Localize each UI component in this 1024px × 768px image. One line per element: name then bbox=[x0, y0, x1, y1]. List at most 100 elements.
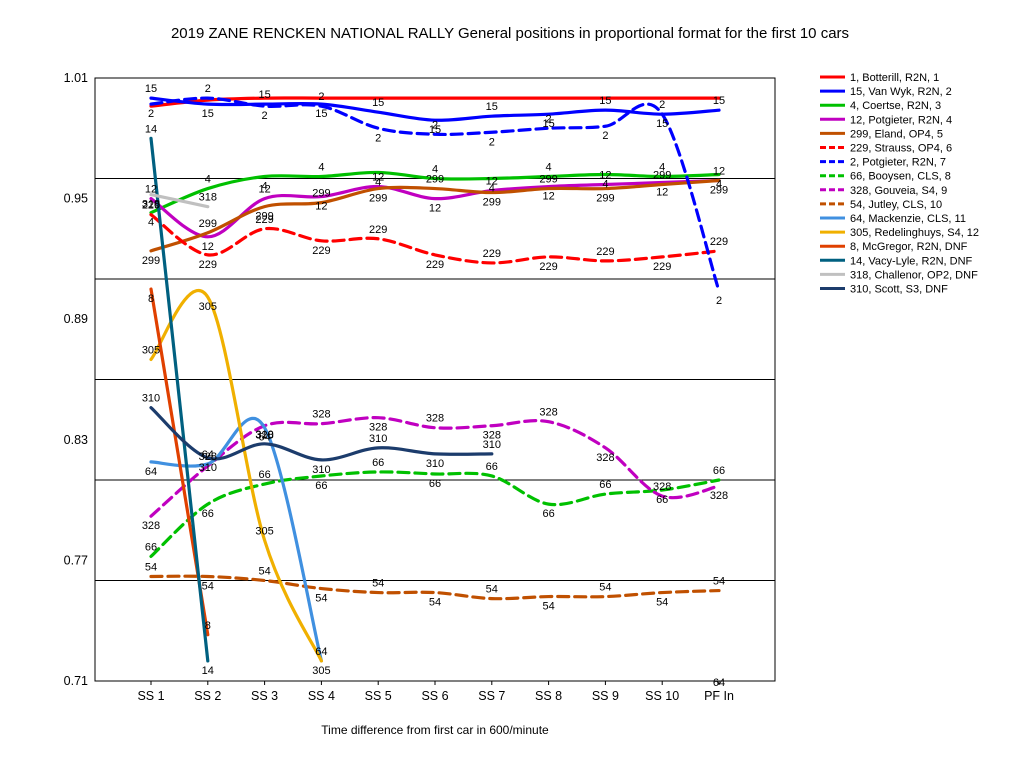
x-axis: SS 1 SS 2 SS 3 SS 4 SS 5 SS 6 SS 7 SS 8 SS 9 SS 1… bbox=[137, 681, 734, 703]
data-point-label: 15 bbox=[372, 97, 384, 109]
data-point-label: 229 bbox=[653, 261, 671, 273]
data-point-label: 299 bbox=[539, 174, 557, 186]
data-point-label: 299 bbox=[255, 211, 273, 223]
data-point-label: 299 bbox=[142, 255, 160, 267]
data-point-label: 229 bbox=[255, 214, 273, 226]
data-point-label: 15 bbox=[486, 101, 498, 113]
data-point-label: 310 bbox=[255, 429, 273, 441]
series-line bbox=[149, 416, 721, 518]
x-tick-label: SS 10 bbox=[645, 689, 679, 703]
legend-entry: 2, Potgieter, R2N, 7 bbox=[850, 157, 946, 169]
data-point-label: 2 bbox=[318, 91, 324, 103]
data-point-label: 4 bbox=[205, 174, 211, 186]
x-tick-label: SS 6 bbox=[421, 689, 448, 703]
data-point-label: 12 bbox=[713, 166, 725, 178]
data-point-label: 229 bbox=[710, 236, 728, 248]
data-point-label: 229 bbox=[426, 259, 444, 271]
data-point-label: 305 bbox=[312, 665, 330, 677]
data-point-label: 2 bbox=[375, 132, 381, 144]
data-point-label: 64 bbox=[713, 677, 725, 689]
data-point-label: 66 bbox=[486, 461, 498, 473]
data-point-label: 2 bbox=[262, 110, 268, 122]
data-point-label: 54 bbox=[145, 561, 157, 573]
data-point-label: 328 bbox=[426, 413, 444, 425]
data-point-label: 310 bbox=[142, 393, 160, 405]
data-point-label: 328 bbox=[539, 407, 557, 419]
data-point-label: 66 bbox=[372, 457, 384, 469]
data-point-label: 66 bbox=[315, 480, 327, 492]
data-point-label: 66 bbox=[599, 479, 611, 491]
series-line bbox=[149, 170, 721, 215]
data-point-label: 305 bbox=[199, 301, 217, 313]
x-tick-label: SS 3 bbox=[251, 689, 278, 703]
data-point-label: 64 bbox=[202, 449, 214, 461]
series-line bbox=[149, 470, 721, 558]
x-tick-label: SS 4 bbox=[308, 689, 335, 703]
data-point-label: 15 bbox=[202, 108, 214, 120]
data-point-label: 328 bbox=[255, 430, 273, 442]
x-tick-label: SS 8 bbox=[535, 689, 562, 703]
series-line bbox=[149, 192, 210, 209]
data-point-label: 310 bbox=[426, 458, 444, 470]
data-point-label: 66 bbox=[145, 541, 157, 553]
y-axis: 0.71 0.77 0.83 0.89 0.95 1.01 bbox=[64, 71, 88, 688]
data-point-label: 15 bbox=[258, 89, 270, 101]
legend-entry: 310, Scott, S3, DNF bbox=[850, 284, 948, 296]
data-point-label: 64 bbox=[315, 646, 327, 658]
data-point-label: 15 bbox=[315, 108, 327, 120]
data-point-label: 4 bbox=[659, 161, 665, 173]
legend-entry: 328, Gouveia, S4, 9 bbox=[850, 185, 947, 197]
data-point-label: 328 bbox=[312, 409, 330, 421]
data-point-label: 15 bbox=[145, 83, 157, 95]
data-point-label: 66 bbox=[258, 469, 270, 481]
series-line bbox=[149, 178, 721, 253]
data-point-label: 310 bbox=[312, 464, 330, 476]
legend-entry: 4, Coertse, R2N, 3 bbox=[850, 100, 941, 112]
grid bbox=[95, 178, 775, 581]
series-line bbox=[149, 417, 323, 663]
data-point-label: 54 bbox=[656, 597, 668, 609]
data-point-label: 66 bbox=[429, 478, 441, 490]
x-tick-label: SS 7 bbox=[478, 689, 505, 703]
data-point-label: 12 bbox=[542, 191, 554, 203]
data-point-label: 299 bbox=[312, 188, 330, 200]
data-point-label: 299 bbox=[596, 193, 614, 205]
data-point-label: 15 bbox=[656, 118, 668, 130]
y-tick-label: 0.83 bbox=[64, 433, 88, 447]
data-point-label: 310 bbox=[199, 462, 217, 474]
series-line bbox=[149, 136, 210, 663]
legend-entry: 305, Redelinghuys, S4, 12 bbox=[850, 227, 979, 239]
legend-entry: 8, McGregor, R2N, DNF bbox=[850, 241, 968, 253]
data-point-label: 328 bbox=[483, 430, 501, 442]
legend-entry: 299, Eland, OP4, 5 bbox=[850, 128, 943, 140]
data-point-label: 299 bbox=[426, 174, 444, 186]
data-point-label: 66 bbox=[202, 508, 214, 520]
data-point-label: 4 bbox=[602, 178, 608, 190]
data-point-label: 2 bbox=[148, 108, 154, 120]
data-point-label: 229 bbox=[312, 245, 330, 257]
data-point-label: 54 bbox=[258, 566, 270, 578]
data-point-label: 12 bbox=[145, 184, 157, 196]
data-point-label: 64 bbox=[258, 432, 270, 444]
data-point-label: 2 bbox=[716, 295, 722, 307]
data-point-label: 328 bbox=[653, 481, 671, 493]
data-point-label: 14 bbox=[145, 123, 157, 135]
data-point-label: 15 bbox=[713, 95, 725, 107]
data-point-label: 4 bbox=[262, 180, 268, 192]
data-point-label: 2 bbox=[205, 83, 211, 95]
data-point-label: 12 bbox=[202, 241, 214, 253]
data-point-label: 318 bbox=[142, 199, 160, 211]
data-point-label: 54 bbox=[542, 601, 554, 613]
data-point-label: 8 bbox=[148, 293, 154, 305]
data-point-label: 12 bbox=[429, 203, 441, 215]
data-point-label: 8 bbox=[205, 620, 211, 632]
y-tick-label: 0.95 bbox=[64, 192, 88, 206]
y-tick-label: 0.77 bbox=[64, 553, 88, 567]
data-point-label: 318 bbox=[199, 192, 217, 204]
data-point-label: 4 bbox=[148, 217, 154, 229]
x-tick-label: SS 2 bbox=[194, 689, 221, 703]
data-point-label: 305 bbox=[255, 525, 273, 537]
data-point-label: 299 bbox=[199, 218, 217, 230]
data-point-label: 15 bbox=[599, 95, 611, 107]
